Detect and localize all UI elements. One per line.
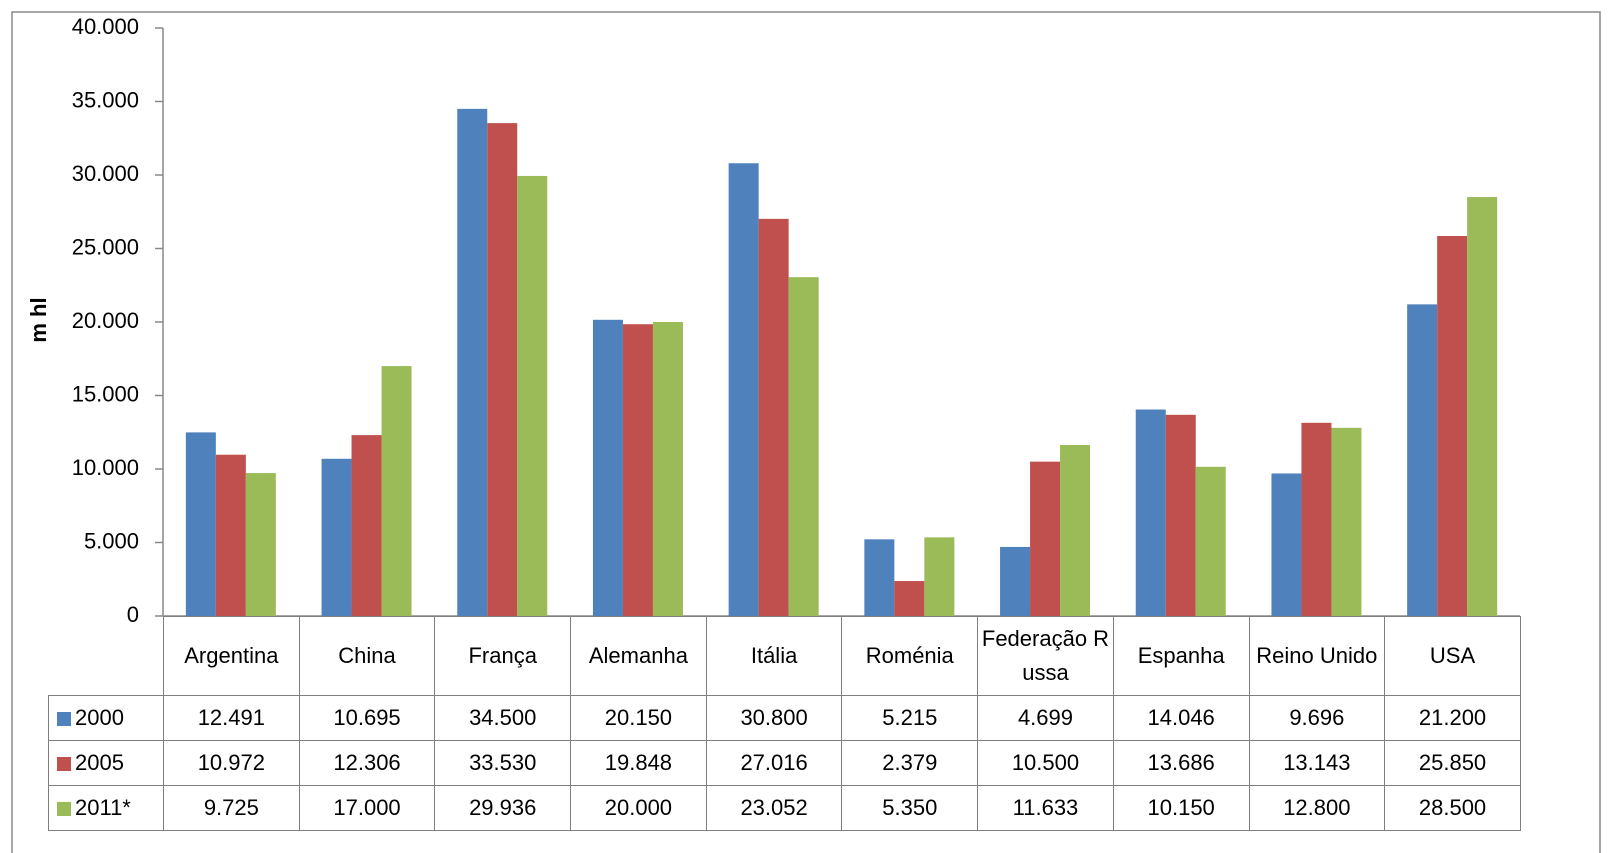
legend-entry: 2005 xyxy=(48,740,164,786)
bar xyxy=(1060,444,1091,616)
data-label: 12.800 xyxy=(1248,785,1386,831)
y-tick-label: 20.000 xyxy=(72,308,139,333)
bar xyxy=(185,432,216,616)
data-label: 10.500 xyxy=(977,740,1114,786)
bar xyxy=(1135,409,1166,616)
data-label: 12.306 xyxy=(298,740,436,786)
category-row: Argentina China França Alemanha Itália Roméni… xyxy=(49,616,1521,696)
x-tick-label: Espanha xyxy=(1112,616,1250,696)
data-label: 9.725 xyxy=(163,785,300,831)
bar xyxy=(1030,461,1061,616)
data-label: 10.150 xyxy=(1112,785,1250,831)
y-tick-label: 15.000 xyxy=(72,381,139,406)
bar xyxy=(924,537,955,616)
bar xyxy=(245,473,276,616)
y-tick-label: 5.000 xyxy=(84,528,139,553)
data-label: 5.215 xyxy=(841,695,979,741)
bar xyxy=(1271,473,1302,616)
bar xyxy=(215,454,246,616)
y-tick-label: 25.000 xyxy=(72,234,139,259)
legend-swatch xyxy=(57,757,71,771)
data-label: 34.500 xyxy=(434,695,572,741)
data-label: 9.696 xyxy=(1248,695,1386,741)
data-label: 17.000 xyxy=(298,785,436,831)
bar xyxy=(788,277,819,616)
legend-entry: 2011* xyxy=(48,785,164,831)
data-label: 10.695 xyxy=(298,695,436,741)
bar xyxy=(652,322,683,616)
bar xyxy=(622,324,653,616)
bar xyxy=(1195,466,1226,616)
x-tick-label: Roménia xyxy=(841,616,979,696)
bar xyxy=(1165,414,1196,616)
series-row: 2011* 9.725 17.000 29.936 20.000 23.052 5.350 1… xyxy=(48,785,1521,831)
series-row: 2005 10.972 12.306 33.530 19.848 27.016 2.379 1… xyxy=(48,740,1521,786)
data-label: 28.500 xyxy=(1384,785,1521,831)
legend-swatch xyxy=(57,712,71,726)
x-tick-label: Alemanha xyxy=(570,616,707,696)
data-label: 13.686 xyxy=(1112,740,1250,786)
bar xyxy=(381,366,412,616)
data-label: 10.972 xyxy=(163,740,300,786)
data-table: Argentina China França Alemanha Itália Roméni… xyxy=(48,616,1521,831)
data-label: 21.200 xyxy=(1384,695,1521,741)
x-tick-label: Federação Russa xyxy=(977,616,1114,696)
data-label: 14.046 xyxy=(1112,695,1250,741)
bar xyxy=(1437,236,1468,616)
bar xyxy=(1000,546,1031,616)
data-label: 19.848 xyxy=(570,740,707,786)
table-corner xyxy=(49,617,164,696)
chart-frame xyxy=(11,11,1601,853)
legend-swatch xyxy=(57,802,71,816)
data-label: 20.150 xyxy=(570,695,707,741)
data-label: 27.016 xyxy=(705,740,843,786)
x-tick-label: USA xyxy=(1384,616,1521,696)
y-tick-label: 10.000 xyxy=(72,455,139,480)
bar xyxy=(894,581,925,616)
data-label: 4.699 xyxy=(977,695,1114,741)
bar xyxy=(1331,427,1362,616)
bar xyxy=(758,218,789,616)
y-tick-label: 40.000 xyxy=(72,14,139,39)
bar xyxy=(728,163,759,617)
data-label: 30.800 xyxy=(705,695,843,741)
data-label: 5.350 xyxy=(841,785,979,831)
bar xyxy=(592,319,623,616)
y-tick-label: 0 xyxy=(127,602,139,627)
bar xyxy=(1467,197,1498,617)
bar xyxy=(351,435,382,616)
series-row: 2000 12.491 10.695 34.500 20.150 30.800 5.215 4… xyxy=(48,695,1521,741)
y-tick-label: 30.000 xyxy=(72,161,139,186)
bar xyxy=(1301,422,1332,616)
data-label: 2.379 xyxy=(841,740,979,786)
bar xyxy=(1407,304,1438,616)
x-tick-label: China xyxy=(298,616,436,696)
x-tick-label: Reino Unido xyxy=(1248,616,1386,696)
legend-entry: 2000 xyxy=(48,695,164,741)
bar xyxy=(864,539,895,616)
data-label: 25.850 xyxy=(1384,740,1521,786)
data-label: 12.491 xyxy=(163,695,300,741)
legend-label: 2011* xyxy=(75,795,131,820)
bar xyxy=(487,123,518,616)
data-label: 13.143 xyxy=(1248,740,1386,786)
data-label: 29.936 xyxy=(434,785,572,831)
data-label: 20.000 xyxy=(570,785,707,831)
legend-label: 2005 xyxy=(75,750,124,775)
x-tick-label: França xyxy=(434,616,572,696)
x-tick-label: Argentina xyxy=(163,616,300,696)
data-label: 23.052 xyxy=(705,785,843,831)
legend-label: 2000 xyxy=(75,705,124,730)
y-tick-label: 35.000 xyxy=(72,87,139,112)
data-label: 33.530 xyxy=(434,740,572,786)
x-tick-label: Itália xyxy=(705,616,843,696)
bar xyxy=(457,108,488,616)
y-axis-label: m hl xyxy=(26,297,51,342)
bar xyxy=(321,458,352,616)
bar xyxy=(517,175,548,616)
data-label: 11.633 xyxy=(977,785,1114,831)
